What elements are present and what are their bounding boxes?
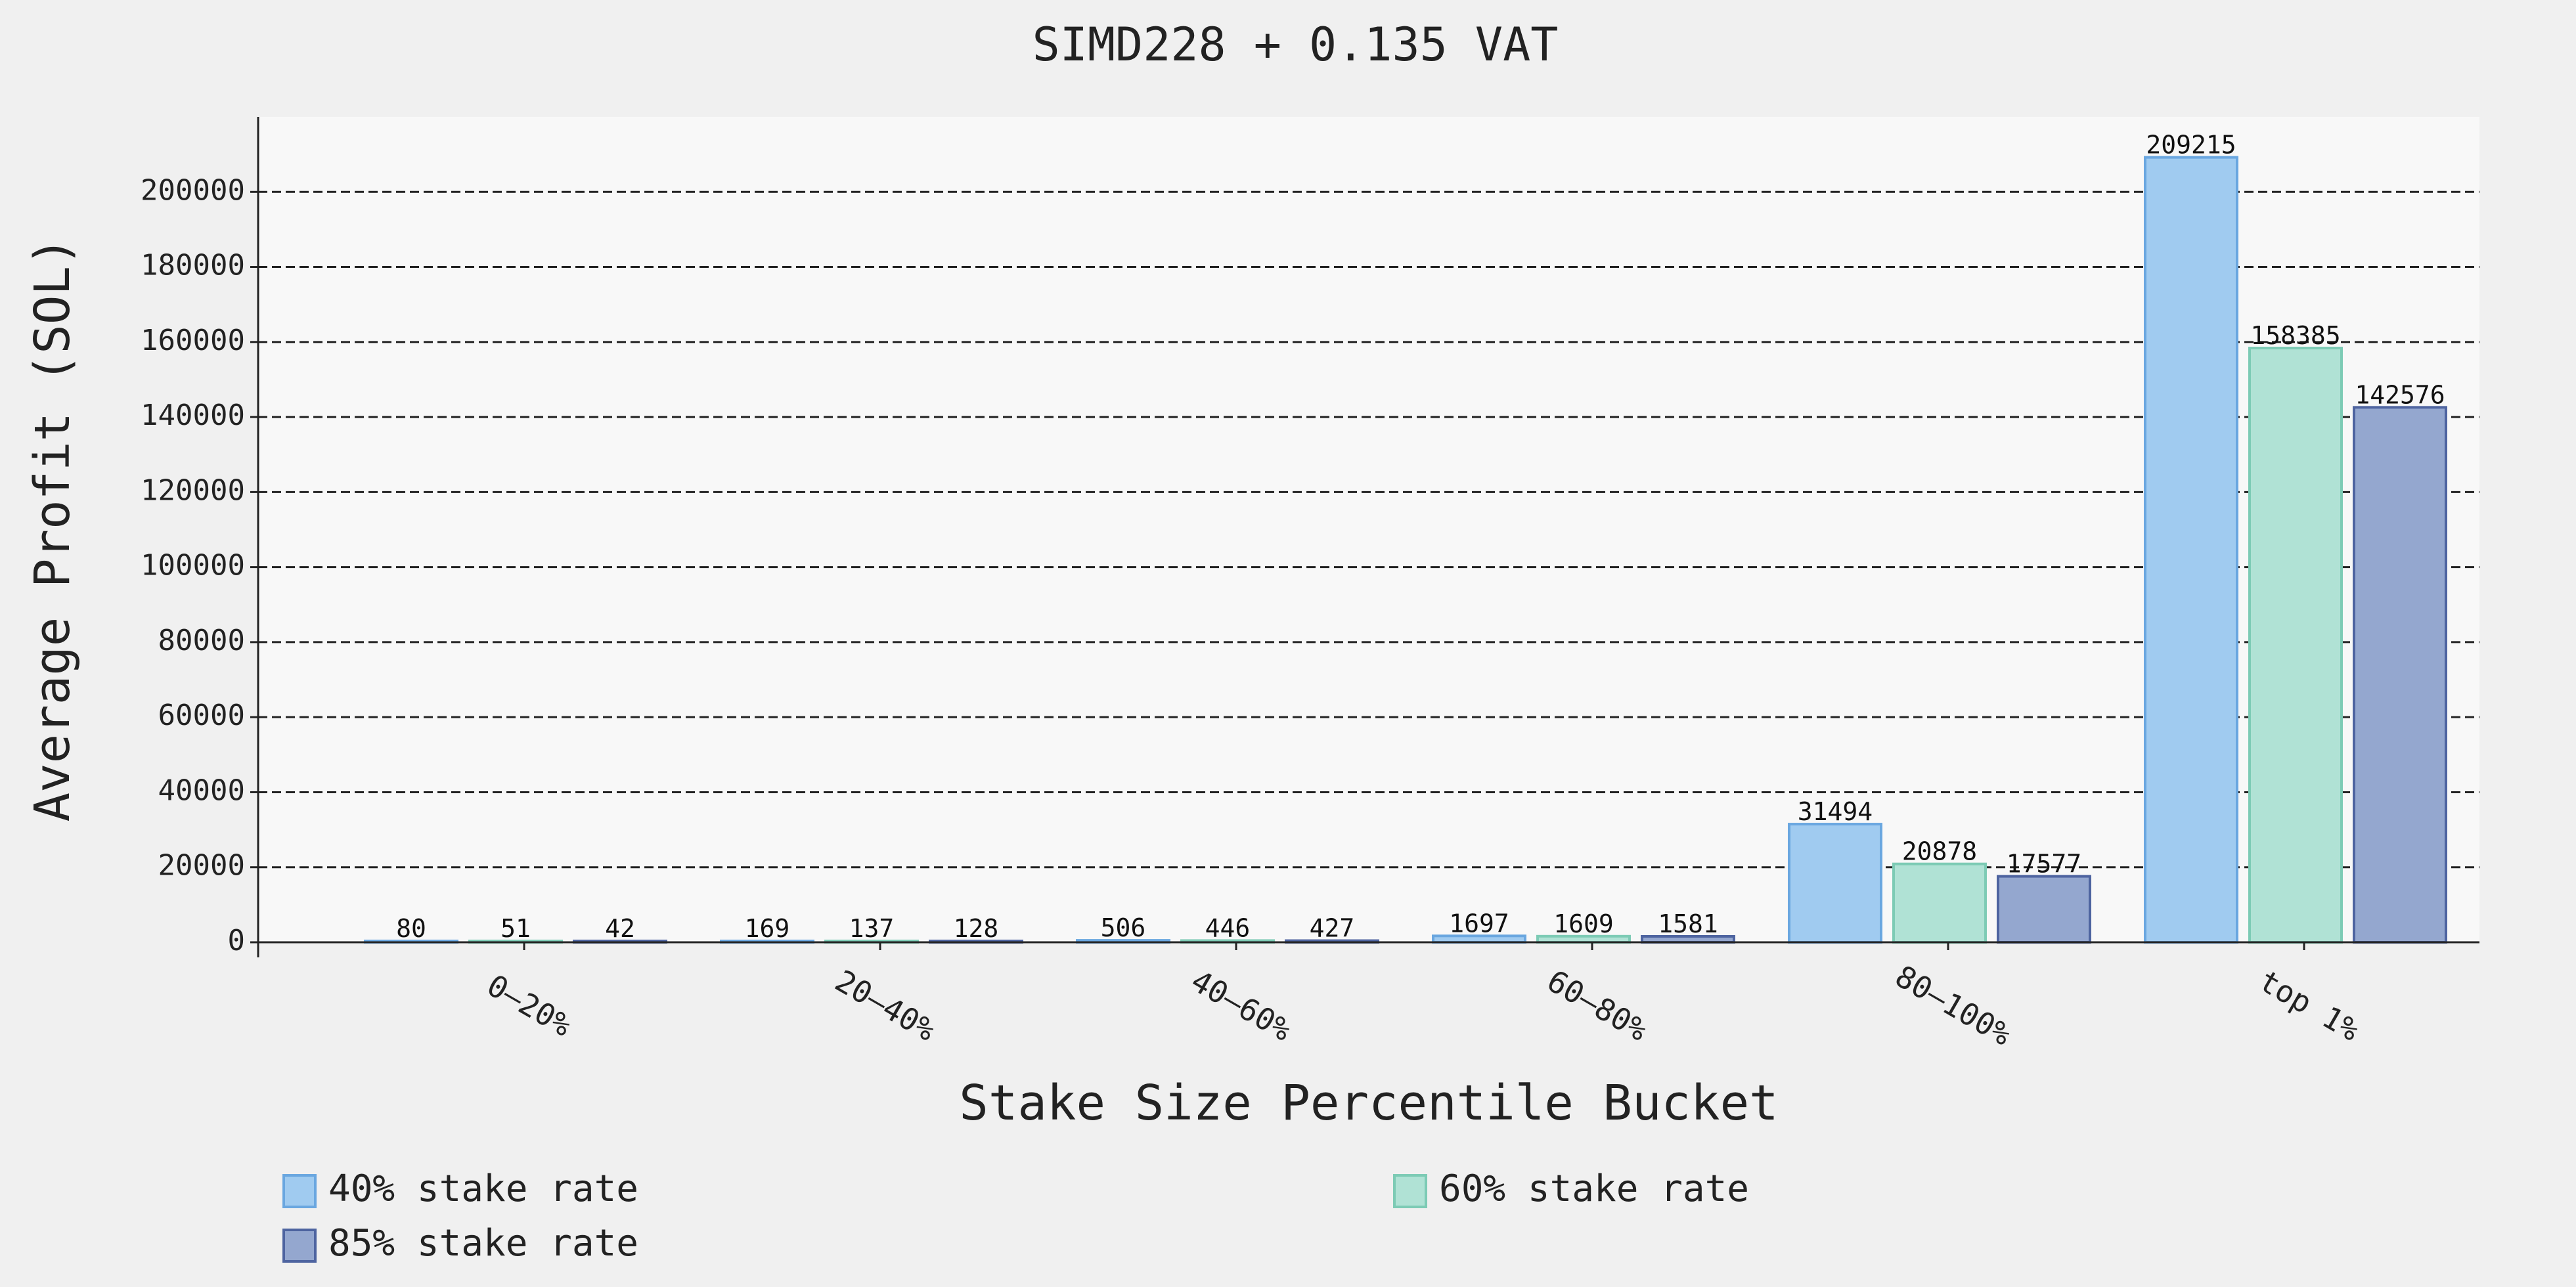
bar-value-labels: 80 51 42 169 137 128 506 446 427 1697 1609 1581 3149…: [396, 131, 2445, 943]
chart-title: SIMD228 + 0.135 VAT: [1033, 18, 1559, 72]
x-tick-label: top 1%: [2254, 963, 2366, 1048]
y-tick-label: 180000: [141, 249, 245, 282]
legend-swatch: [1393, 1174, 1427, 1208]
y-tick-label: 160000: [141, 324, 245, 357]
bar-value-label: 20878: [1902, 837, 1977, 866]
legend-swatch: [282, 1229, 317, 1263]
bar-value-label: 209215: [2146, 131, 2236, 160]
bar-value-label: 142576: [2355, 380, 2445, 409]
x-axis-label: Stake Size Percentile Bucket: [959, 1075, 1778, 1131]
bar: [1997, 875, 2091, 944]
bar-value-label: 1609: [1553, 909, 1614, 938]
bar-value-label: 158385: [2250, 321, 2340, 350]
bar-value-label: 1697: [1449, 909, 1509, 938]
bar-value-label: 31494: [1798, 797, 1873, 826]
legend-swatch: [282, 1174, 317, 1208]
y-tick-label: 0: [228, 924, 246, 957]
y-tick-label: 100000: [141, 549, 245, 582]
bar-value-label: 51: [500, 914, 531, 943]
y-axis-ticks: 0 20000 40000 60000 80000 100000 120000 140000 1…: [141, 173, 258, 957]
bar: [2144, 156, 2238, 944]
x-tick-label: 60–80%: [1542, 963, 1654, 1048]
grid-lines: [258, 190, 2479, 869]
bar-value-label: 506: [1101, 913, 1146, 942]
bar-value-label: 137: [849, 914, 895, 943]
y-tick-label: 140000: [141, 399, 245, 432]
x-tick-label: 40–60%: [1186, 963, 1298, 1048]
y-tick-label: 120000: [141, 473, 245, 507]
x-tick-label: 20–40%: [830, 963, 942, 1048]
legend-label: 85% stake rate: [328, 1222, 638, 1265]
legend-label: 60% stake rate: [1439, 1167, 1749, 1210]
y-tick-label: 40000: [158, 774, 245, 807]
x-tick-label: 80–100%: [1890, 958, 2018, 1053]
x-tick-label: 0–20%: [481, 967, 578, 1043]
y-tick-label: 20000: [158, 849, 245, 883]
bar-value-label: 42: [605, 914, 635, 943]
bar: [1788, 823, 1882, 944]
bar-value-label: 169: [745, 914, 790, 943]
plot-area: [258, 117, 2479, 942]
bar: [1892, 862, 1987, 944]
bar: [2353, 406, 2447, 944]
bar-value-label: 427: [1310, 914, 1355, 943]
bar-value-label: 446: [1205, 913, 1251, 942]
bar-value-label: 17577: [2007, 850, 2081, 879]
legend: 40% stake rate 60% stake rate 85% stake ra…: [282, 1167, 1749, 1265]
y-tick-label: 60000: [158, 699, 245, 732]
y-tick-label: 200000: [141, 173, 245, 207]
y-axis-label: Average Profit (SOL): [24, 236, 81, 821]
bar-value-label: 128: [954, 914, 999, 943]
legend-label: 40% stake rate: [328, 1167, 638, 1210]
bar-value-label: 80: [396, 914, 426, 943]
y-tick-label: 80000: [158, 624, 245, 657]
bar-value-label: 1581: [1658, 909, 1718, 938]
bar: [2248, 347, 2343, 944]
x-axis-ticks: 0–20% 20–40% 40–60% 60–80% 80–100% top 1%: [481, 942, 2366, 1053]
